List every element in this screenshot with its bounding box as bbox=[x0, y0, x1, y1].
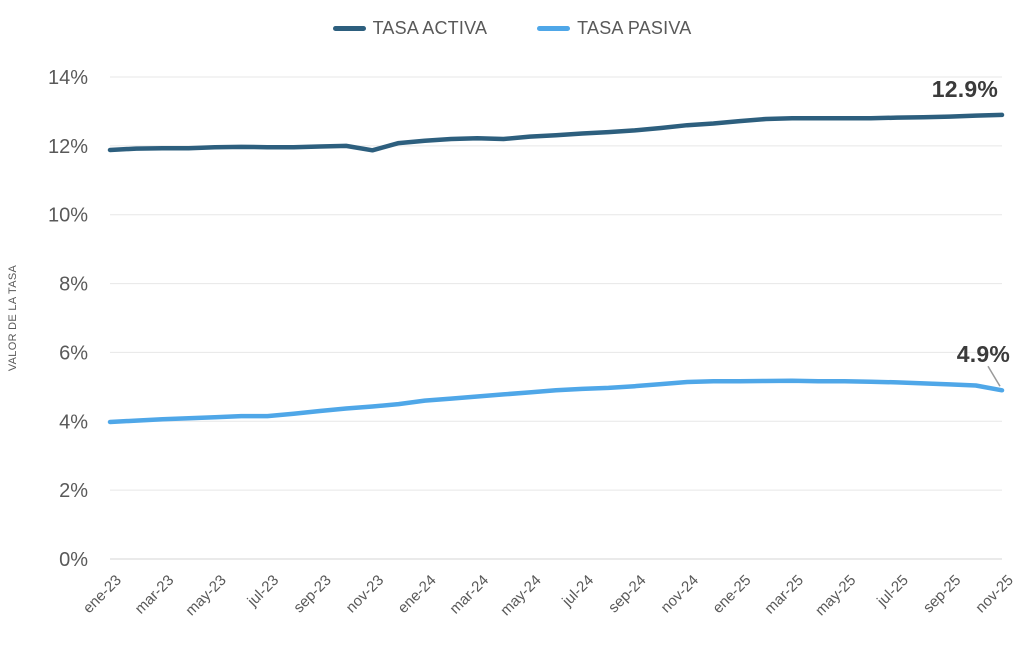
y-tick-label: 10% bbox=[48, 205, 88, 227]
x-tick-label: may-23 bbox=[182, 572, 229, 619]
chart-legend: TASA ACTIVA TASA PASIVA bbox=[0, 18, 1024, 39]
x-tick-label: sep-23 bbox=[290, 572, 334, 616]
x-tick-label: mar-25 bbox=[761, 572, 807, 618]
data-label-leader-line bbox=[987, 365, 1001, 387]
series-line-tasa-pasiva bbox=[107, 378, 1005, 425]
x-tick-label: ene-24 bbox=[395, 572, 440, 617]
y-tick-label: 8% bbox=[59, 274, 88, 296]
tasa-activa-line-swatch bbox=[332, 26, 366, 31]
legend-item-tasa-activa: TASA ACTIVA bbox=[332, 18, 488, 39]
x-tick-label: sep-25 bbox=[920, 572, 964, 616]
series-line-tasa-activa bbox=[107, 112, 1005, 153]
x-tick-label: nov-23 bbox=[343, 572, 387, 616]
x-tick-label: sep-24 bbox=[605, 572, 649, 616]
x-tick-label: jul-24 bbox=[558, 572, 597, 611]
x-tick-label: may-25 bbox=[812, 572, 859, 619]
legend-label-tasa-activa: TASA ACTIVA bbox=[372, 18, 488, 38]
y-tick-label: 2% bbox=[59, 480, 88, 502]
y-tick-label: 14% bbox=[48, 67, 88, 89]
x-tick-label: nov-24 bbox=[658, 572, 702, 616]
x-tick-label: nov-25 bbox=[972, 572, 1016, 616]
x-tick-label: jul-23 bbox=[244, 572, 283, 611]
y-tick-label: 12% bbox=[48, 136, 88, 158]
y-tick-label: 4% bbox=[59, 411, 88, 433]
legend-label-tasa-pasiva: TASA PASIVA bbox=[577, 18, 692, 38]
tasa-pasiva-line-swatch bbox=[537, 26, 571, 31]
y-tick-label: 0% bbox=[59, 549, 88, 571]
legend-item-tasa-pasiva: TASA PASIVA bbox=[537, 18, 691, 39]
x-tick-label: mar-23 bbox=[132, 572, 178, 618]
x-tick-label: ene-25 bbox=[709, 572, 754, 617]
x-tick-label: ene-23 bbox=[80, 572, 125, 617]
data-label-tasa-pasiva-end: 4.9% bbox=[956, 341, 1010, 367]
x-tick-label: may-24 bbox=[497, 572, 544, 619]
x-tick-label: jul-25 bbox=[873, 572, 912, 611]
y-tick-label: 6% bbox=[59, 342, 88, 364]
x-tick-label: mar-24 bbox=[447, 572, 493, 618]
data-label-tasa-activa-end: 12.9% bbox=[931, 76, 998, 102]
